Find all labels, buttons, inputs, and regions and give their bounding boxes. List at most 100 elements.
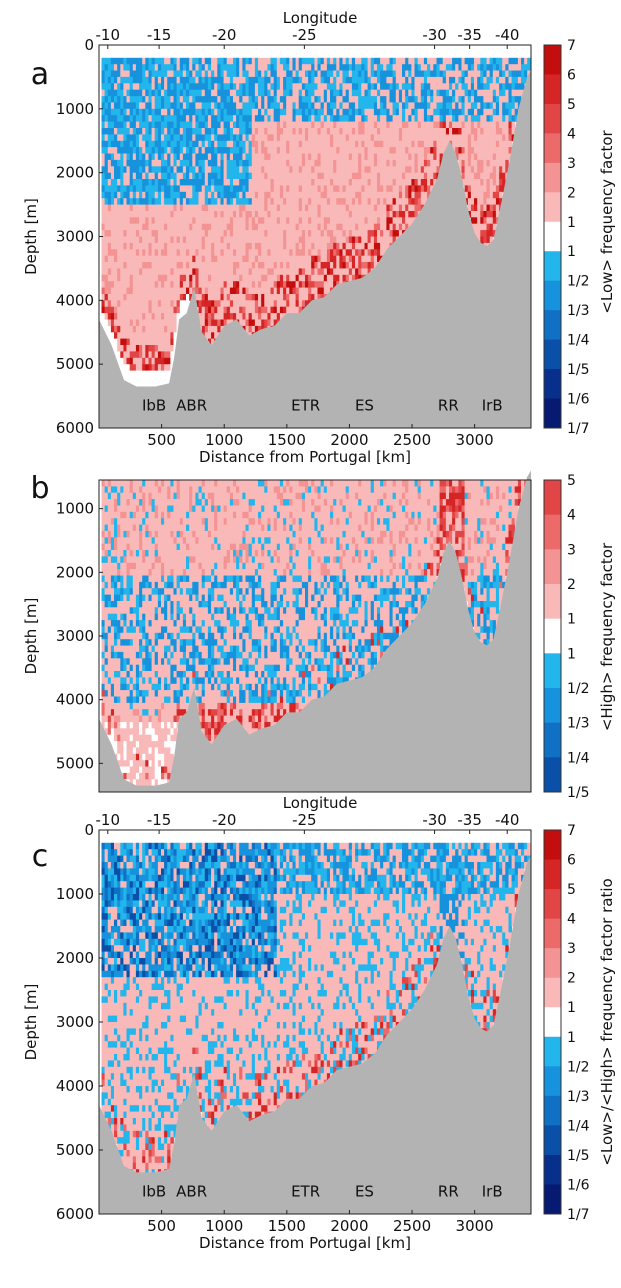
heatmap-cell [398,217,403,225]
heatmap-cell [317,294,321,301]
y-tick-label: 1000 [56,100,94,118]
heatmap-cell [264,179,268,186]
heatmap-cell [295,172,300,180]
heatmap-cell [320,268,325,276]
heatmap-cell [474,153,478,161]
heatmap-cell [154,255,159,263]
heatmap-cell [132,70,137,78]
heatmap-cell [408,70,412,78]
heatmap-cell [154,262,159,269]
heatmap-cell [414,172,418,180]
heatmap-cell [492,89,497,97]
heatmap-cell [367,83,372,91]
heatmap-cell [229,191,234,199]
heatmap-cell [330,204,334,212]
heatmap-cell [214,325,218,333]
heatmap-cell [314,83,318,91]
heatmap-cell [145,338,149,346]
heatmap-cell [480,89,484,97]
heatmap-cell [276,313,281,320]
heatmap-cell [258,115,262,122]
heatmap-cell [192,147,196,154]
heatmap-cell [270,153,274,161]
heatmap-cell [120,211,124,218]
heatmap-cell [242,96,246,103]
heatmap-cell [192,83,196,91]
heatmap-cell [173,128,177,135]
heatmap-cell [151,313,156,320]
heatmap-cell [348,153,353,161]
heatmap-cell [104,658,109,666]
heatmap-cell [264,242,268,250]
heatmap-cell [474,166,478,174]
heatmap-cell [470,70,475,78]
heatmap-cell [511,115,516,122]
heatmap-cell [508,64,512,71]
heatmap-cell [126,376,130,384]
heatmap-cell [117,198,121,205]
heatmap-cell [386,230,390,237]
heatmap-cell [242,115,246,122]
heatmap-cell [370,57,375,65]
heatmap-cell [389,230,393,237]
heatmap-cell [120,236,124,244]
heatmap-cell [470,159,475,167]
heatmap-cell [345,211,350,218]
heatmap-cell [242,166,246,174]
heatmap-cell [286,249,290,257]
heatmap-cell [355,121,359,129]
heatmap-cell [308,204,312,212]
heatmap-cell [207,159,212,167]
heatmap-cell [348,172,353,180]
heatmap-cell [211,217,215,225]
heatmap-cell [214,287,218,295]
heatmap-cell [477,153,481,161]
heatmap-cell [301,185,306,193]
heatmap-cell [477,70,481,78]
heatmap-cell [192,249,196,257]
heatmap-cell [380,242,384,250]
heatmap-cell [245,96,249,103]
heatmap-cell [126,128,130,135]
heatmap-cell [495,134,500,142]
heatmap-cell [170,351,174,359]
heatmap-cell [173,262,177,269]
heatmap-cell [311,166,315,174]
heatmap-cell [129,268,134,276]
heatmap-cell [151,294,156,301]
panel-letter: a [31,57,49,92]
heatmap-cell [377,185,381,193]
heatmap-cell [195,211,199,218]
heatmap-cell [467,64,472,71]
heatmap-cell [452,57,456,65]
heatmap-cell [386,140,390,148]
heatmap-cell [477,89,481,97]
heatmap-cell [135,217,140,225]
heatmap-cell [242,134,246,142]
heatmap-cell [311,268,315,276]
heatmap-cell [211,89,215,97]
heatmap-cell [114,262,118,269]
heatmap-cell [402,102,406,110]
heatmap-cell [229,147,234,154]
heatmap-cell [117,115,121,122]
heatmap-cell [474,108,478,116]
heatmap-cell [186,102,190,110]
heatmap-cell [129,230,134,237]
heatmap-cell [452,83,456,91]
heatmap-cell [380,121,384,129]
heatmap-cell [305,287,309,295]
heatmap-cell [308,223,312,231]
heatmap-cell [474,64,478,71]
heatmap-cell [408,96,412,103]
heatmap-cell [135,338,140,346]
heatmap-cell [486,204,490,212]
heatmap-cell [217,76,221,84]
heatmap-cell [204,153,209,161]
heatmap-cell [402,191,406,199]
heatmap-cell [295,121,300,129]
heatmap-cell [176,313,181,320]
heatmap-cell [254,204,259,212]
heatmap-cell [336,185,340,193]
heatmap-cell [245,217,249,225]
